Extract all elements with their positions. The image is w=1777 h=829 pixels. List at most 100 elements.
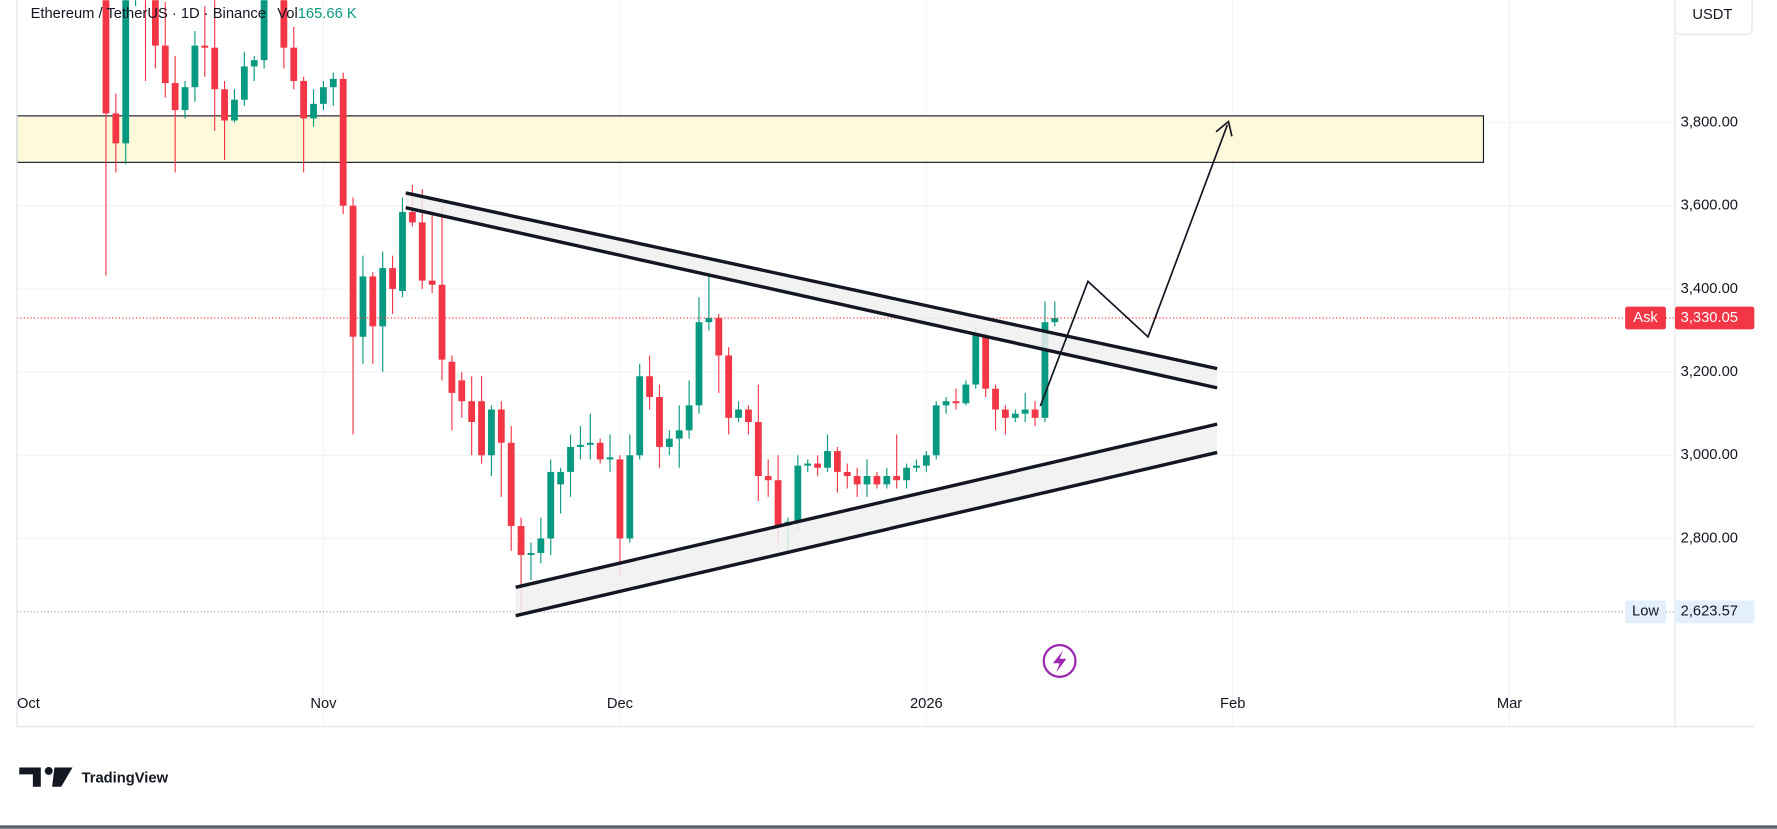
- candle-body: [161, 45, 169, 84]
- candle-body: [231, 99, 238, 121]
- candle-body: [725, 355, 733, 418]
- candle-body: [675, 430, 683, 439]
- price-marker-value-box: [1675, 306, 1755, 330]
- candle-body: [329, 78, 337, 88]
- candle-body: [1031, 409, 1039, 418]
- candle-body: [290, 47, 298, 81]
- y-tick-label: 3,800.00: [1681, 114, 1738, 130]
- x-tick-label: Mar: [1497, 696, 1522, 712]
- x-tick-label: Oct: [17, 696, 40, 712]
- price-marker-value: 3,330.05: [1681, 310, 1738, 326]
- candle-body: [448, 361, 456, 393]
- candle-body: [250, 60, 258, 67]
- candle-body: [468, 401, 476, 422]
- candle-body: [665, 438, 673, 447]
- candle-body: [240, 66, 248, 100]
- candle-body: [310, 103, 317, 119]
- candle-body: [428, 280, 436, 285]
- candle-body: [626, 455, 634, 539]
- axes: 2,800.00 3,000.00 3,200.00 3,400.00 3,600.00…: [17, 114, 1755, 712]
- candle-body: [151, 0, 159, 46]
- candle-body: [735, 409, 742, 418]
- logo-mark: [19, 767, 41, 787]
- candle-body: [932, 405, 940, 456]
- candle-body: [873, 476, 881, 485]
- candle-body: [705, 318, 713, 323]
- candle-body: [942, 401, 950, 406]
- y-tick-label: 3,400.00: [1681, 281, 1738, 297]
- lower-channel-line: [515, 422, 1218, 589]
- projection-path: [1039, 124, 1229, 407]
- candle-body: [211, 47, 219, 90]
- volume-value: 165.66 K: [298, 6, 357, 22]
- candle-body: [824, 451, 831, 468]
- candle-body: [359, 276, 367, 337]
- price-marker-name: Low: [1632, 604, 1659, 620]
- candle-body: [695, 322, 703, 406]
- x-tick-label: 2026: [910, 696, 943, 712]
- candle-body: [547, 471, 555, 539]
- candle-body: [1021, 409, 1029, 414]
- candle-body: [596, 442, 604, 460]
- candle-body: [458, 380, 466, 402]
- price-marker-name: Ask: [1633, 310, 1658, 326]
- candle-body: [122, 0, 130, 144]
- plot-area: [16, 0, 1676, 613]
- candle-body: [972, 334, 980, 385]
- candle-body: [438, 284, 446, 360]
- candle-body: [576, 444, 584, 447]
- brand-name: TradingView: [82, 771, 169, 787]
- candle-body: [527, 552, 535, 556]
- x-tick-label: Dec: [607, 696, 633, 712]
- candle-body: [201, 45, 209, 48]
- candle-body: [764, 476, 772, 481]
- candle-body: [102, 0, 110, 114]
- price-marker-name-box: [1625, 306, 1666, 330]
- y-tick-label: 3,200.00: [1681, 364, 1738, 380]
- candle-body: [1011, 413, 1019, 418]
- candle-body: [636, 376, 644, 456]
- candle-body: [349, 205, 357, 337]
- candle-body: [507, 442, 515, 526]
- currency-button[interactable]: [1674, 0, 1753, 35]
- candle-body: [320, 87, 327, 104]
- x-tick-label: Nov: [310, 696, 337, 712]
- candle-body: [497, 409, 505, 443]
- candle-body: [853, 476, 861, 485]
- candle-body: [379, 268, 387, 327]
- brand-logo: TradingView: [19, 766, 169, 787]
- candle-body: [843, 471, 851, 477]
- candle-body: [992, 388, 999, 410]
- candle-body: [339, 78, 347, 206]
- candle-body: [794, 465, 802, 522]
- candle-body: [893, 476, 901, 481]
- candle-body: [418, 222, 426, 281]
- candle-body: [260, 0, 268, 61]
- y-tick-label: 3,600.00: [1681, 198, 1738, 214]
- candle-body: [280, 0, 288, 48]
- candle-body: [745, 409, 752, 422]
- resistance-zone: [16, 115, 1485, 163]
- candle-body: [833, 451, 841, 472]
- candle-body: [952, 401, 960, 404]
- candle-body: [191, 45, 199, 88]
- candle-body: [112, 113, 120, 144]
- volume-label: Vol: [277, 6, 297, 22]
- symbol-title: Ethereum / TetherUS · 1D · Binance: [31, 6, 266, 22]
- upper-channel-line: [405, 206, 1218, 390]
- upper-channel-line: [405, 191, 1218, 371]
- candle-body: [567, 446, 574, 472]
- candle-body: [369, 276, 377, 327]
- candle-body: [171, 83, 179, 111]
- candle-body: [408, 211, 416, 223]
- logo-mark: [44, 766, 53, 775]
- logo-mark: [52, 767, 73, 787]
- event-icon-bolt: [1052, 650, 1067, 673]
- candle-body: [1041, 322, 1049, 418]
- candle-body: [389, 268, 396, 289]
- currency-label: USDT: [1692, 7, 1732, 23]
- candle-body: [557, 471, 565, 485]
